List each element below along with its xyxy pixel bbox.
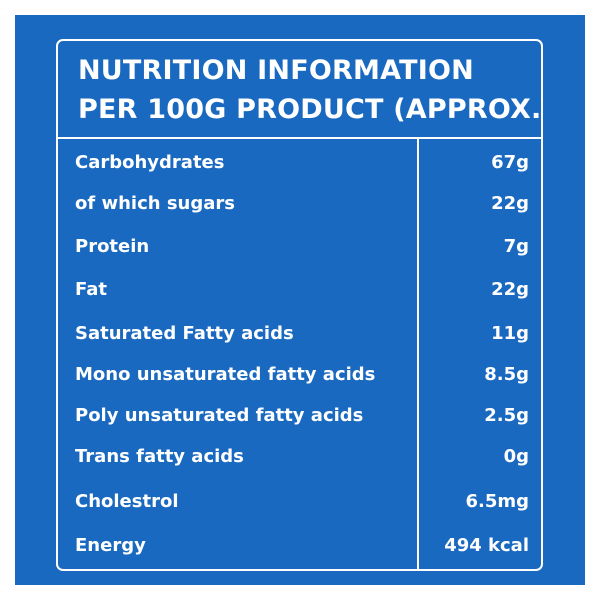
nutrient-value: 11g xyxy=(491,323,529,344)
header-divider xyxy=(58,137,541,139)
nutrient-value: 2.5g xyxy=(484,405,529,426)
nutrient-value: 494 kcal xyxy=(444,535,529,556)
nutrient-label: Carbohydrates xyxy=(75,152,225,173)
nutrient-value: 0g xyxy=(503,446,529,467)
nutrient-label: Cholestrol xyxy=(75,491,179,512)
nutrient-row-protein: Protein 7g xyxy=(58,227,541,267)
nutrient-value: 67g xyxy=(491,152,529,173)
nutrient-row-cholesterol: Cholestrol 6.5mg xyxy=(58,482,541,522)
nutrition-title: NUTRITION INFORMATION PER 100G PRODUCT (… xyxy=(78,51,543,129)
nutrient-value: 22g xyxy=(491,279,529,300)
title-line-1: NUTRITION INFORMATION xyxy=(78,55,474,86)
nutrient-row-trans-fat: Trans fatty acids 0g xyxy=(58,437,541,477)
nutrient-label: Energy xyxy=(75,535,146,556)
nutrient-value: 6.5mg xyxy=(465,491,529,512)
nutrient-row-energy: Energy 494 kcal xyxy=(58,526,541,566)
nutrient-value: 7g xyxy=(503,236,529,257)
nutrient-label: of which sugars xyxy=(75,193,235,214)
nutrient-label: Trans fatty acids xyxy=(75,446,244,467)
nutrition-table-frame: NUTRITION INFORMATION PER 100G PRODUCT (… xyxy=(56,39,543,571)
nutrient-value: 22g xyxy=(491,193,529,214)
nutrient-row-poly-unsaturated: Poly unsaturated fatty acids 2.5g xyxy=(58,396,541,436)
nutrition-panel: NUTRITION INFORMATION PER 100G PRODUCT (… xyxy=(15,15,585,585)
nutrient-label: Protein xyxy=(75,236,150,257)
nutrient-row-sugars: of which sugars 22g xyxy=(58,184,541,224)
nutrient-row-mono-unsaturated: Mono unsaturated fatty acids 8.5g xyxy=(58,355,541,395)
nutrient-label: Fat xyxy=(75,279,107,300)
nutrient-label: Poly unsaturated fatty acids xyxy=(75,405,364,426)
nutrient-row-fat: Fat 22g xyxy=(58,270,541,310)
nutrient-label: Mono unsaturated fatty acids xyxy=(75,364,376,385)
title-line-2: PER 100G PRODUCT (APPROX.) xyxy=(78,94,543,125)
column-divider xyxy=(417,137,419,569)
nutrient-value: 8.5g xyxy=(484,364,529,385)
nutrient-row-saturated-fat: Saturated Fatty acids 11g xyxy=(58,314,541,354)
nutrient-label: Saturated Fatty acids xyxy=(75,323,294,344)
nutrient-row-carbohydrates: Carbohydrates 67g xyxy=(58,143,541,183)
